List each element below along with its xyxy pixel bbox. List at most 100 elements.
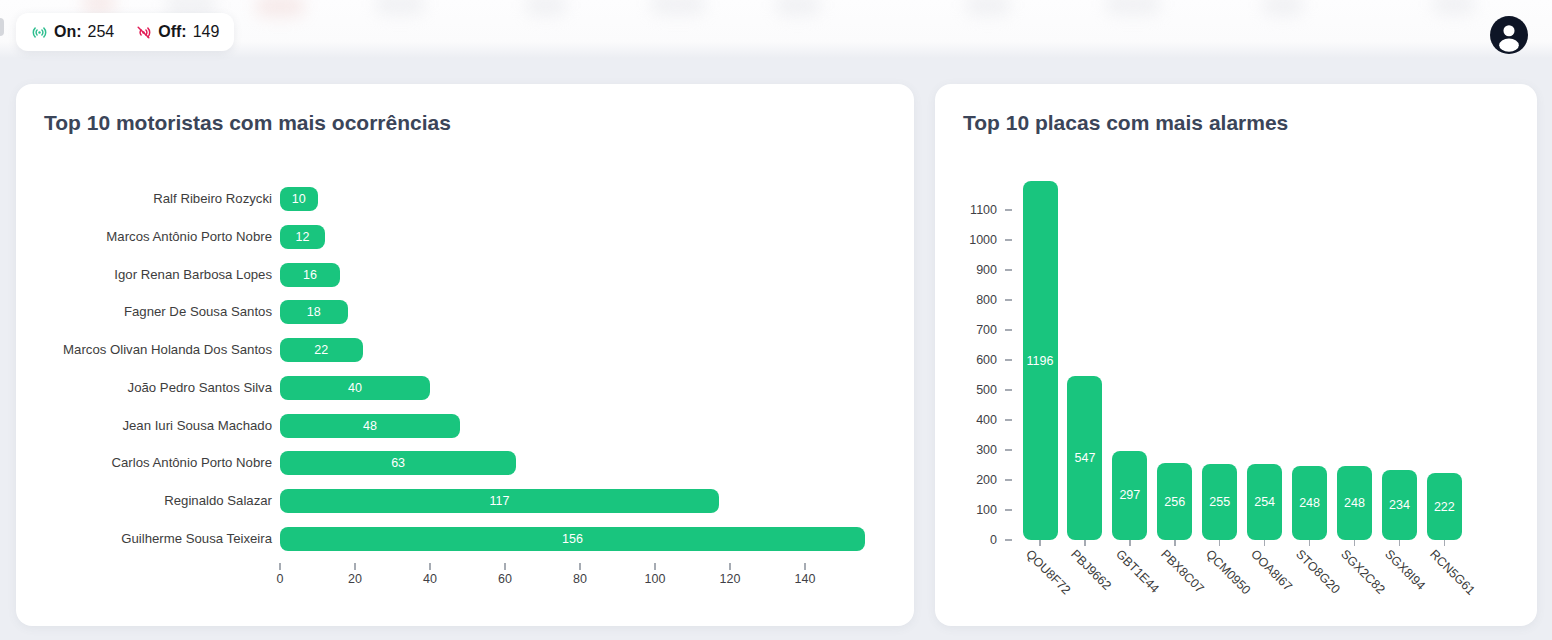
category-label: QCM0950: [1203, 547, 1253, 597]
y-axis-tick-label: 800: [935, 292, 997, 308]
bar[interactable]: 117: [280, 489, 719, 513]
category-label: Carlos Antônio Porto Nobre: [16, 453, 272, 473]
category-label: Fagner De Sousa Santos: [16, 302, 272, 322]
bar-value-label: 256: [1164, 495, 1185, 509]
edge-element: [0, 18, 4, 36]
x-axis-tick: [729, 563, 731, 570]
bar-value-label: 297: [1119, 488, 1140, 502]
bar[interactable]: 48: [280, 414, 460, 438]
plates-bar-chart: 0100200300400500600700800900100011001196…: [935, 84, 1537, 626]
y-axis-tick: [1005, 209, 1012, 211]
bar[interactable]: 40: [280, 376, 430, 400]
x-axis-tick: [1264, 540, 1266, 546]
category-label: SGX2C82: [1338, 547, 1388, 597]
category-label: Igor Renan Barbosa Lopes: [16, 265, 272, 285]
bar-value-label: 1196: [1027, 354, 1054, 368]
bar[interactable]: 248: [1292, 466, 1327, 540]
x-axis-tick: [1129, 540, 1131, 546]
category-label: Ralf Ribeiro Rozycki: [16, 189, 272, 209]
bar[interactable]: 156: [280, 527, 865, 551]
bar[interactable]: 256: [1157, 463, 1192, 540]
ghost-blob: [650, 0, 706, 15]
bar[interactable]: 1196: [1023, 181, 1058, 540]
bar[interactable]: 18: [280, 300, 348, 324]
bar[interactable]: 16: [280, 263, 340, 287]
bar[interactable]: 22: [280, 338, 363, 362]
ghost-blob: [1432, 0, 1476, 15]
x-axis-tick-label: 20: [335, 572, 375, 586]
x-axis-tick: [1219, 540, 1221, 546]
bar[interactable]: 248: [1337, 466, 1372, 540]
bar[interactable]: 254: [1247, 464, 1282, 540]
bar-value-label: 10: [292, 192, 306, 206]
bar[interactable]: 63: [280, 451, 516, 475]
bar[interactable]: 222: [1427, 473, 1462, 540]
y-axis-tick: [1005, 419, 1012, 421]
ghost-blob: [1105, 0, 1161, 15]
y-axis-tick-label: 0: [935, 532, 997, 548]
category-label: Jean Iuri Sousa Machado: [16, 416, 272, 436]
user-avatar-button[interactable]: [1490, 16, 1528, 54]
off-value: 149: [193, 23, 220, 41]
bar-value-label: 234: [1389, 498, 1410, 512]
status-pill[interactable]: On: 254 Off: 149: [16, 13, 234, 51]
category-label: Guilherme Sousa Teixeira: [16, 529, 272, 549]
bar[interactable]: 234: [1382, 470, 1417, 540]
x-axis-tick: [1174, 540, 1176, 546]
y-axis-tick: [1005, 239, 1012, 241]
bar-value-label: 16: [303, 268, 317, 282]
x-axis-tick-label: 100: [635, 572, 675, 586]
x-axis-tick-label: 40: [410, 572, 450, 586]
on-label: On:: [54, 23, 82, 41]
category-label: QOU8F72: [1023, 547, 1073, 597]
x-axis-tick: [1354, 540, 1356, 546]
x-axis-tick-label: 80: [560, 572, 600, 586]
y-axis-tick: [1005, 539, 1012, 541]
bar[interactable]: 12: [280, 225, 325, 249]
ghost-blob: [375, 0, 425, 15]
x-axis-tick: [579, 563, 581, 570]
bar-value-label: 18: [307, 305, 321, 319]
category-label: OOA8I67: [1248, 547, 1295, 594]
y-axis-tick-label: 900: [935, 262, 997, 278]
y-axis-tick-label: 300: [935, 442, 997, 458]
y-axis-tick: [1005, 449, 1012, 451]
y-axis-tick: [1005, 359, 1012, 361]
user-avatar-icon: [1490, 16, 1528, 54]
bar-value-label: 254: [1254, 495, 1275, 509]
x-axis-tick: [504, 563, 506, 570]
x-axis-tick: [1039, 540, 1041, 546]
plates-chart-card: Top 10 placas com mais alarmes 010020030…: [935, 84, 1537, 626]
category-label: GBT1E44: [1113, 547, 1162, 596]
bar-value-label: 63: [391, 456, 405, 470]
bar-value-label: 248: [1299, 496, 1320, 510]
bar-value-label: 222: [1434, 500, 1455, 514]
y-axis-tick: [1005, 329, 1012, 331]
x-axis-tick-label: 0: [260, 572, 300, 586]
x-axis-tick: [1444, 540, 1446, 546]
bar[interactable]: 547: [1067, 376, 1102, 540]
category-label: RCN5G61: [1427, 547, 1478, 598]
x-axis-tick: [429, 563, 431, 570]
y-axis-tick-label: 700: [935, 322, 997, 338]
bar[interactable]: 255: [1202, 464, 1237, 541]
signal-off-icon: [135, 24, 152, 41]
bar-value-label: 12: [296, 230, 310, 244]
y-axis-tick-label: 1100: [935, 202, 997, 218]
category-label: PBJ9662: [1068, 547, 1114, 593]
ghost-blob: [965, 0, 1011, 16]
drivers-bar-chart: Ralf Ribeiro Rozycki10Marcos Antônio Por…: [16, 84, 914, 626]
off-label: Off:: [158, 23, 186, 41]
category-label: PBX8C07: [1158, 547, 1207, 596]
x-axis-tick: [1309, 540, 1311, 546]
x-axis-tick: [354, 563, 356, 570]
x-axis-tick-label: 120: [710, 572, 750, 586]
x-axis-tick-label: 60: [485, 572, 525, 586]
bar-value-label: 255: [1209, 495, 1230, 509]
bar-value-label: 22: [314, 343, 328, 357]
y-axis-tick-label: 500: [935, 382, 997, 398]
bar[interactable]: 10: [280, 187, 318, 211]
bar[interactable]: 297: [1112, 451, 1147, 540]
bar-value-label: 48: [363, 419, 377, 433]
x-axis-tick: [1399, 540, 1401, 546]
